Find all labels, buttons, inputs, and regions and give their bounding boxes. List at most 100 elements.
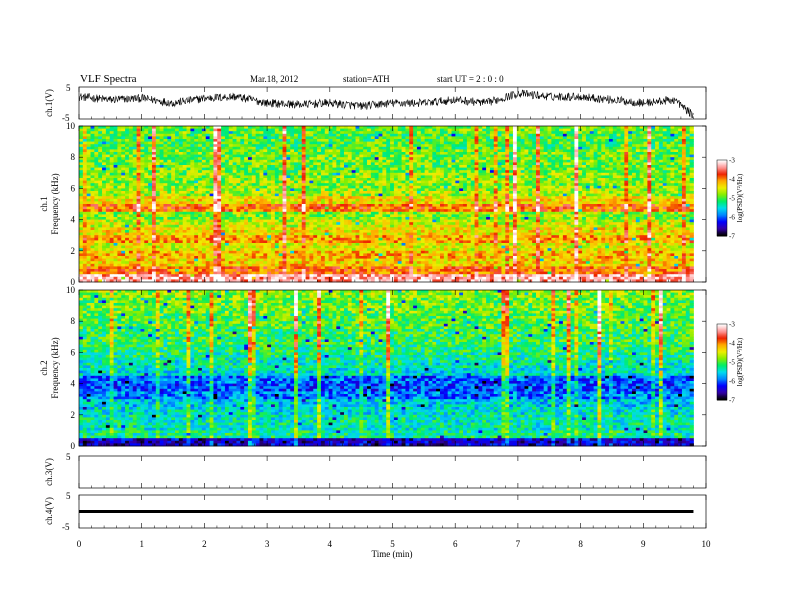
spectrogram-cell: [187, 131, 191, 134]
spectrogram-cell: [567, 157, 571, 160]
spectrogram-cell: [601, 131, 605, 134]
spectrogram-cell: [160, 126, 164, 129]
spectrogram-cell: [240, 142, 244, 145]
spectrogram-cell: [567, 165, 571, 168]
spectrogram-cell: [402, 126, 406, 129]
spectrogram-cell: [551, 165, 555, 168]
spectrogram-cell: [501, 155, 505, 158]
spectrogram-cell: [436, 139, 440, 142]
spectrogram-cell: [79, 142, 83, 145]
spectrogram-cell: [594, 160, 598, 163]
spectrogram-cell: [175, 126, 179, 129]
spectrogram-cell: [486, 134, 490, 137]
spectrogram-cell: [325, 142, 329, 145]
spectrogram-cell: [256, 155, 260, 158]
spectrogram-cell: [521, 134, 525, 137]
spectrogram-cell: [436, 165, 440, 168]
spectrogram-cell: [106, 152, 110, 155]
spectrogram-cell: [482, 149, 486, 152]
spectrogram-cell: [544, 134, 548, 137]
spectrogram-cell: [283, 144, 287, 147]
spectrogram-cell: [87, 149, 91, 152]
spectrogram-cell: [152, 134, 156, 137]
spectrogram-cell: [283, 136, 287, 139]
spectrogram-cell: [137, 155, 141, 158]
spectrogram-cell: [490, 142, 494, 145]
spectrogram-cell: [559, 155, 563, 158]
spectrogram-cell: [236, 152, 240, 155]
spectrogram-cell: [198, 147, 202, 150]
spectrogram-cell: [359, 126, 363, 129]
spectrogram-cell: [571, 144, 575, 147]
spectrogram-cell: [248, 136, 252, 139]
spectrogram-cell: [140, 149, 144, 152]
spectrogram-cell: [379, 144, 383, 147]
spectrogram-cell: [294, 157, 298, 160]
spectrogram-cell: [678, 157, 682, 160]
spectrogram-cell: [601, 155, 605, 158]
spectrogram-cell: [179, 142, 183, 145]
spectrogram-cell: [559, 142, 563, 145]
spectrogram-cell: [379, 139, 383, 142]
spectrogram-cell: [133, 129, 137, 132]
spectrogram-cell: [256, 160, 260, 163]
spectrogram-cell: [344, 142, 348, 145]
spectrogram-cell: [409, 160, 413, 163]
spectrogram-cell: [371, 144, 375, 147]
spectrogram-cell: [298, 155, 302, 158]
spectrogram-cell: [102, 165, 106, 168]
spectrogram-cell: [467, 142, 471, 145]
spectrogram-cell: [210, 129, 214, 132]
spectrogram-cell: [636, 147, 640, 150]
spectrogram-cell: [252, 157, 256, 160]
spectrogram-cell: [640, 155, 644, 158]
spectrogram-cell: [417, 162, 421, 165]
spectrogram-cell: [421, 147, 425, 150]
spectrogram-cell: [528, 131, 532, 134]
spectrogram-cell: [471, 165, 475, 168]
spectrogram-cell: [144, 139, 148, 142]
spectrogram-cell: [371, 147, 375, 150]
spectrogram-cell: [244, 129, 248, 132]
spectrogram-cell: [517, 139, 521, 142]
spectrogram-cell: [167, 131, 171, 134]
spectrogram-cell: [690, 131, 694, 134]
spectrogram-cell: [509, 129, 513, 132]
spectrogram-cell: [594, 157, 598, 160]
spectrogram-cell: [117, 160, 121, 163]
spectrogram-cell: [332, 131, 336, 134]
spectrogram-cell: [233, 136, 237, 139]
spectrogram-cell: [544, 136, 548, 139]
spectrogram-cell: [636, 126, 640, 129]
spectrogram-cell: [110, 134, 114, 137]
spectrogram-cell: [674, 126, 678, 129]
spectrogram-cell: [624, 152, 628, 155]
spectrogram-cell: [394, 134, 398, 137]
spectrogram-cell: [363, 157, 367, 160]
spectrogram-cell: [678, 144, 682, 147]
spectrogram-cell: [129, 139, 133, 142]
spectrogram-cell: [294, 152, 298, 155]
spectrogram-cell: [678, 147, 682, 150]
spectrogram-cell: [571, 155, 575, 158]
spectrogram-cell: [163, 149, 167, 152]
spectrogram-cell: [175, 129, 179, 132]
spectrogram-cell: [505, 134, 509, 137]
spectrogram-cell: [597, 126, 601, 129]
spectrogram-cell: [279, 134, 283, 137]
spectrogram-cell: [540, 139, 544, 142]
spectrogram-cell: [313, 144, 317, 147]
spectrogram-cell: [521, 131, 525, 134]
spectrogram-cell: [213, 157, 217, 160]
spectrogram-cell: [279, 165, 283, 168]
spectrogram-cell: [275, 129, 279, 132]
spectrogram-cell: [505, 147, 509, 150]
spectrogram-cell: [286, 147, 290, 150]
spectrogram-cell: [252, 162, 256, 165]
spectrogram-cell: [417, 129, 421, 132]
spectrogram-cell: [517, 157, 521, 160]
spectrogram-cell: [421, 142, 425, 145]
spectrogram-cell: [436, 147, 440, 150]
spectrogram-cell: [144, 147, 148, 150]
spectrogram-cell: [187, 165, 191, 168]
